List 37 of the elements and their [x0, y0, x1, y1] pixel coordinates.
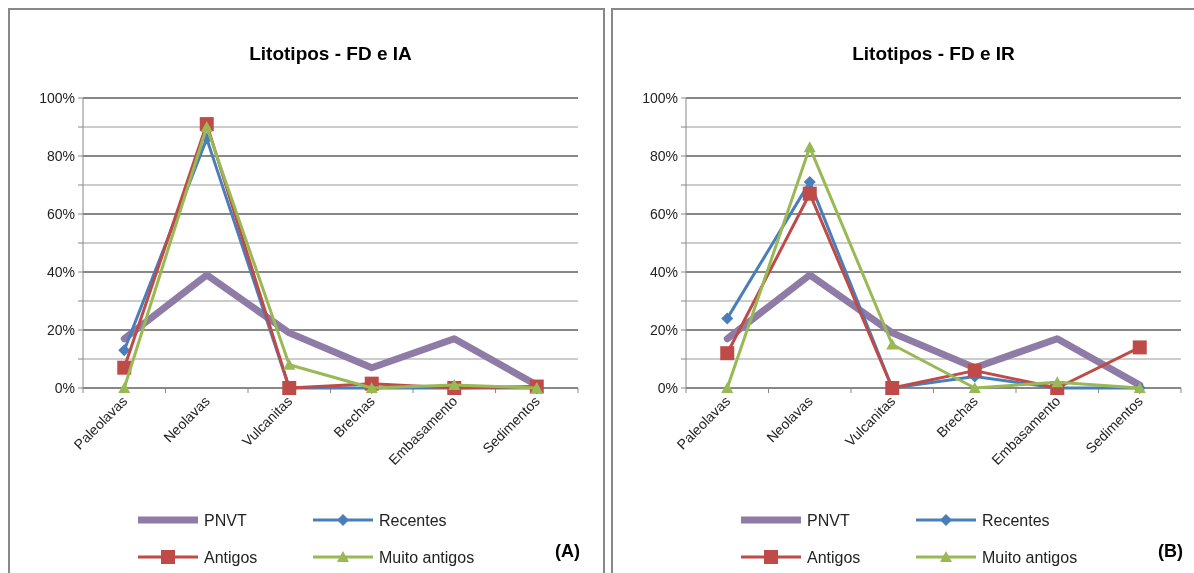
y-tick-label: 40%: [46, 263, 75, 280]
chart-title: Litotipos - FD e IR: [852, 43, 1016, 64]
point: [802, 186, 817, 201]
y-tick-label: 100%: [642, 89, 678, 106]
legend-label: Muito antigos: [982, 548, 1078, 566]
point: [200, 121, 213, 132]
point: [118, 382, 131, 393]
legend-label: PNVT: [204, 511, 247, 529]
point: [968, 382, 981, 393]
legend-label: Recentes: [379, 511, 447, 529]
chart-title: Litotipos - FD e IA: [249, 43, 413, 64]
point: [886, 338, 899, 350]
legend-label: Antigos: [204, 548, 258, 566]
point: [1132, 340, 1147, 355]
point: [721, 312, 734, 325]
point: [721, 382, 734, 393]
y-tick-label: 100%: [39, 89, 75, 106]
text: (B): [1158, 541, 1183, 562]
point: [967, 363, 982, 378]
y-tick-label: 0%: [657, 379, 678, 396]
legend-label: Muito antigos: [379, 548, 475, 566]
legend-label: Antigos: [807, 548, 861, 566]
point: [283, 358, 296, 370]
y-tick-label: 60%: [649, 205, 678, 222]
legend-label: PNVT: [807, 511, 850, 529]
point: [803, 141, 816, 153]
y-tick-label: 60%: [46, 205, 75, 222]
text: (A): [555, 541, 580, 562]
y-tick-label: 40%: [649, 263, 678, 280]
y-tick-label: 0%: [54, 379, 75, 396]
y-tick-label: 20%: [46, 321, 75, 338]
y-tick-label: 80%: [46, 147, 75, 164]
y-tick-label: 20%: [649, 321, 678, 338]
y-tick-label: 80%: [649, 147, 678, 164]
legend-label: Recentes: [982, 511, 1050, 529]
point: [1051, 376, 1064, 388]
point: [720, 346, 735, 361]
